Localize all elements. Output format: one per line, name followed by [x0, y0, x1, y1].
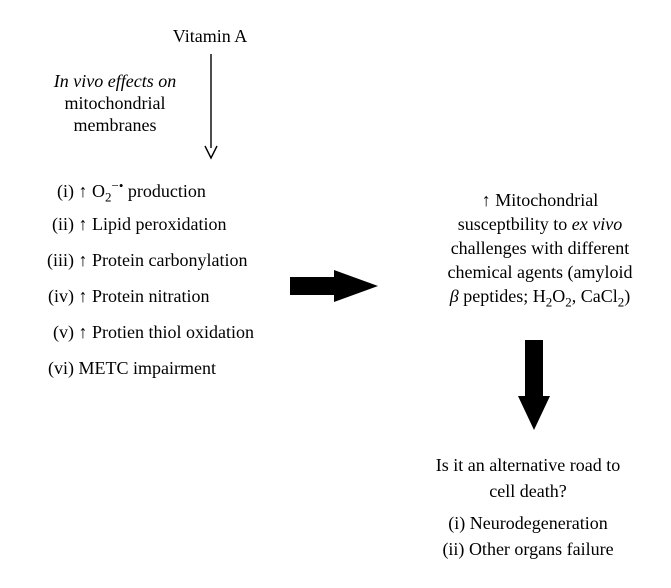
- list-item-text: METC impairment: [79, 358, 216, 378]
- bottom-block: Is it an alternative road to cell death?…: [388, 452, 668, 562]
- right-line4: chemical agents (amyloid: [420, 260, 660, 284]
- title-vitamin-a: Vitamin A: [100, 26, 320, 47]
- bottom-question-line2: cell death?: [388, 478, 668, 504]
- bottom-question-line1: Is it an alternative road to: [388, 452, 668, 478]
- list-roman: (iii): [30, 250, 74, 271]
- right-line3: challenges with different: [420, 236, 660, 260]
- bottom-item1: (i) Neurodegeneration: [388, 510, 668, 536]
- effects-list: (i) ↑ O2−• production (ii) ↑ Lipid perox…: [30, 178, 254, 394]
- bottom-item2: (ii) Other organs failure: [388, 536, 668, 562]
- arrow-down-thick: [516, 340, 552, 432]
- list-roman: (i): [30, 181, 74, 202]
- right-line1: ↑ Mitochondrial: [420, 188, 660, 212]
- arrow-down-thin: [201, 54, 221, 164]
- list-roman: (ii): [30, 214, 74, 235]
- list-item-text: ↑ Protein nitration: [79, 286, 210, 306]
- right-line5: β peptides; H2O2, CaCl2): [420, 284, 660, 315]
- right-line2: susceptbility to ex vivo: [420, 212, 660, 236]
- list-roman: (iv): [30, 286, 74, 307]
- side-label-invivo: In vivo effects on mitochondrial membran…: [30, 70, 200, 136]
- right-block: ↑ Mitochondrial susceptbility to ex vivo…: [420, 188, 660, 315]
- side-label-line1: In vivo effects on: [54, 71, 176, 91]
- list-item-text: ↑ O2−• production: [79, 181, 206, 201]
- side-label-line2: mitochondrial: [30, 92, 200, 114]
- list-roman: (vi): [30, 358, 74, 379]
- list-item-text: ↑ Protein carbonylation: [79, 250, 248, 270]
- list-roman: (v): [30, 322, 74, 343]
- list-item-text: ↑ Protien thiol oxidation: [79, 322, 255, 342]
- side-label-line3: membranes: [30, 114, 200, 136]
- list-item-text: ↑ Lipid peroxidation: [79, 214, 227, 234]
- arrow-right-thick: [290, 268, 380, 304]
